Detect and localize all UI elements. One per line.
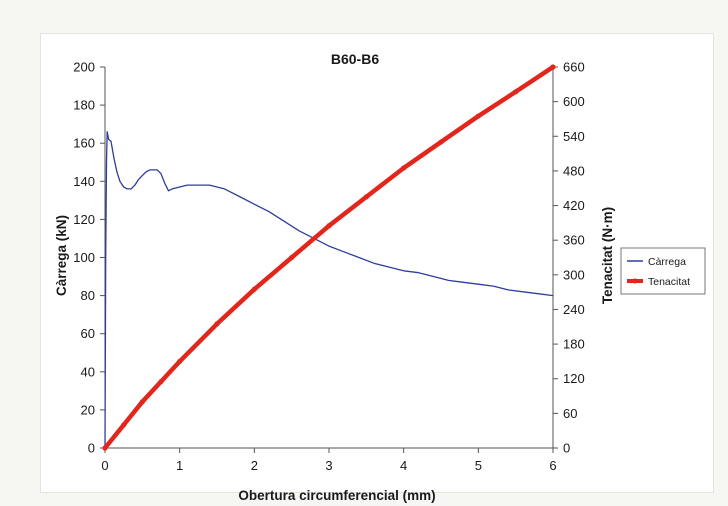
data-point-tenacitat [121, 422, 127, 428]
y-tick-label: 140 [73, 174, 95, 189]
x-tick-label: 5 [475, 458, 482, 473]
legend-marker-tenacitat [632, 278, 638, 284]
y2-tick-label: 120 [563, 371, 585, 386]
data-point-tenacitat [363, 194, 369, 200]
data-point-tenacitat [251, 286, 257, 292]
legend-label-tenacitat: Tenacitat [648, 276, 690, 288]
y-tick-label: 180 [73, 98, 95, 113]
data-point-tenacitat [139, 399, 145, 405]
y-tick-label: 60 [81, 326, 95, 341]
y2-tick-label: 540 [563, 129, 585, 144]
y-tick-label: 40 [81, 364, 95, 379]
y-tick-label: 200 [73, 60, 95, 75]
data-point-tenacitat [550, 64, 556, 70]
axes-group [104, 67, 554, 449]
y-tick-label: 120 [73, 212, 95, 227]
data-point-tenacitat [158, 379, 164, 385]
y-tick-label: 0 [88, 441, 95, 456]
y2-tick-label: 480 [563, 163, 585, 178]
y-tick-label: 100 [73, 250, 95, 265]
x-tick-label: 4 [400, 458, 407, 473]
x-tick-label: 1 [176, 458, 183, 473]
data-point-tenacitat [326, 223, 332, 229]
y2-tick-label: 360 [563, 233, 585, 248]
legend-box [620, 247, 706, 295]
data-point-tenacitat [438, 139, 444, 145]
ticks-group: 0 1 2 3 4 5 6020406080100120140160180200060120… [73, 60, 584, 474]
series-group [102, 64, 556, 451]
y2-tick-label: 420 [563, 198, 585, 213]
x-tick-label: 3 [325, 458, 332, 473]
chart-title: B60-B6 [331, 51, 379, 67]
series-line-carrega [104, 131, 554, 449]
data-point-tenacitat [475, 113, 481, 119]
y-tick-label: 20 [81, 402, 95, 417]
data-point-tenacitat [102, 445, 108, 451]
legend-label-carrega: Càrrega [648, 256, 686, 268]
x-tick-label: 0 [101, 458, 108, 473]
series-line-tenacitat [102, 64, 556, 451]
y-tick-label: 160 [73, 136, 95, 151]
y2-tick-label: 240 [563, 302, 585, 317]
data-point-tenacitat [214, 321, 220, 327]
x-tick-label: 6 [549, 458, 556, 473]
x-axis-label: Obertura circumferencial (mm) [238, 488, 435, 503]
y-tick-label: 80 [81, 288, 95, 303]
y-axis-label: Càrrega (kN) [54, 215, 69, 296]
data-point-tenacitat [401, 165, 407, 171]
data-point-tenacitat [289, 254, 295, 261]
y2-tick-label: 60 [563, 406, 577, 421]
x-tick-label: 2 [251, 458, 258, 473]
chart-frame [40, 33, 714, 493]
y2-tick-label: 180 [563, 337, 585, 352]
y2-tick-label: 600 [563, 94, 585, 109]
y2-tick-label: 300 [563, 267, 585, 282]
legend: Càrrega Tenacitat [620, 247, 706, 295]
y2-tick-label: 660 [563, 60, 585, 75]
y2-tick-label: 0 [563, 441, 570, 456]
y2-axis-label: Tenacitat (N·m) [600, 207, 615, 304]
data-point-tenacitat [177, 358, 183, 365]
data-point-tenacitat [513, 89, 519, 95]
